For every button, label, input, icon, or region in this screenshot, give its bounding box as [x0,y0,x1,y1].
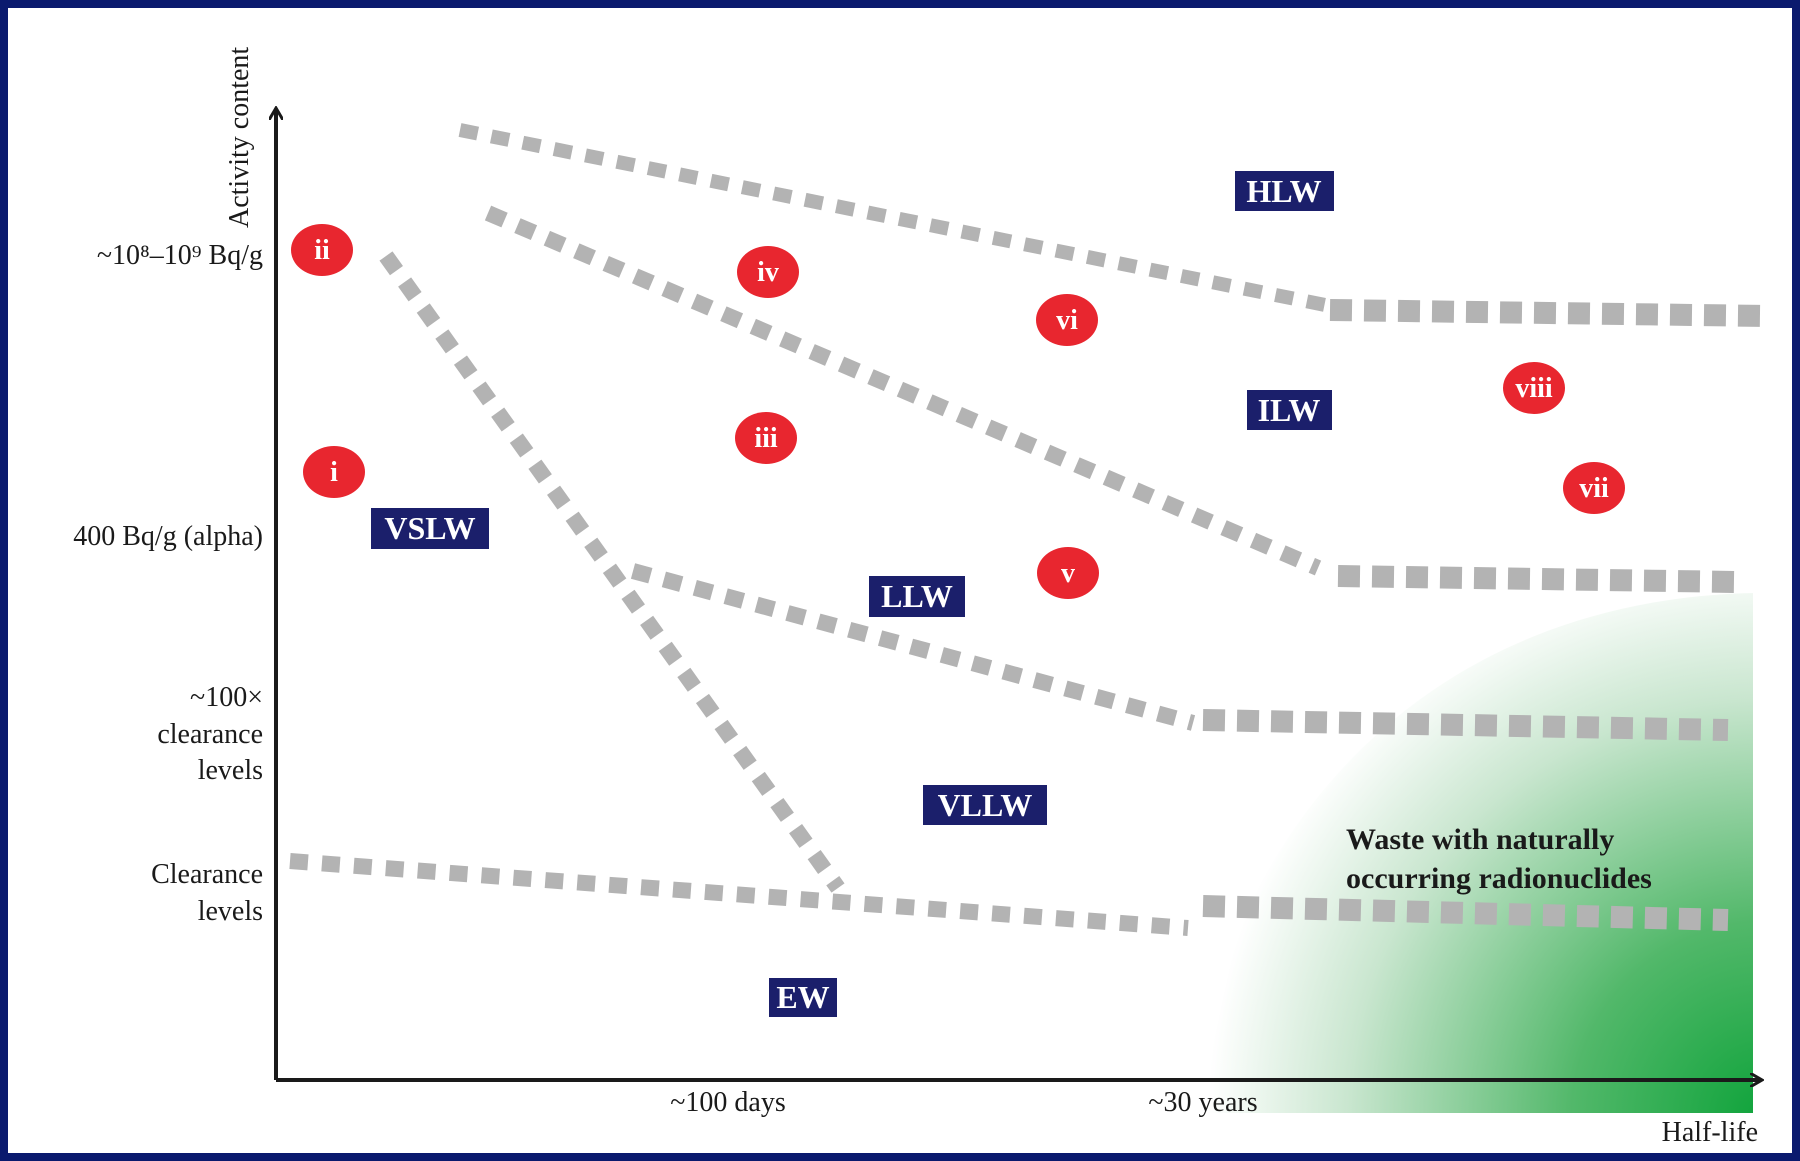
marker-vi: vi [1036,294,1098,346]
class-badge-ilw: ILW [1247,390,1332,430]
y-axis-title: Activity content [224,47,255,228]
natural-radionuclides-label-line1: Waste with naturally [1346,823,1614,856]
marker-viii: viii [1503,362,1565,414]
svg-text:EW: EW [776,979,829,1015]
svg-text:ii: ii [314,235,330,266]
y-tick-clearance-line2: levels [198,896,263,927]
marker-vii: vii [1563,462,1625,514]
y-tick-alpha: 400 Bq/g (alpha) [73,521,263,552]
clearance-boundary-sloped [289,853,1189,936]
marker-ii: ii [291,224,353,276]
clearance-boundary-flat [1202,895,1729,931]
boundary-lines [289,123,1769,936]
class-badge-hlw: HLW [1235,171,1334,211]
ilw-boundary-sloped [484,205,1322,576]
y-tick-activity-high: ~10⁸–10⁹ Bq/g [97,240,263,271]
svg-text:v: v [1061,558,1075,589]
y-tick-100x-clearance-line3: levels [198,755,263,786]
svg-text:HLW: HLW [1246,173,1321,209]
hlw-boundary-sloped [458,123,1332,313]
waste-classification-diagram: Activity content Half-life ~10⁸–10⁹ Bq/g… [73,47,1769,1148]
vslw-boundary [379,251,845,893]
y-tick-clearance-line1: Clearance [151,859,263,890]
marker-iv: iv [737,246,799,298]
svg-text:vii: vii [1579,473,1609,504]
llw-boundary-sloped [630,563,1196,731]
svg-text:VLLW: VLLW [938,787,1033,823]
x-tick-100-days: ~100 days [670,1087,785,1118]
x-tick-30-years: ~30 years [1148,1087,1257,1118]
axes [276,110,1760,1080]
hlw-boundary-flat [1329,299,1769,327]
y-tick-100x-clearance-line1: ~100× [190,682,263,713]
svg-text:ILW: ILW [1258,392,1321,428]
class-badge-vllw: VLLW [923,785,1047,825]
llw-boundary-flat [1202,709,1729,741]
x-axis-title: Half-life [1662,1117,1758,1148]
marker-i: i [303,446,365,498]
svg-text:i: i [330,457,338,488]
class-badge-ew: EW [769,978,837,1017]
svg-text:viii: viii [1515,373,1553,404]
marker-iii: iii [735,412,797,464]
svg-text:iv: iv [757,257,779,288]
svg-text:vi: vi [1056,305,1078,336]
svg-text:LLW: LLW [881,578,953,614]
svg-text:VSLW: VSLW [384,510,475,546]
class-badge-vslw: VSLW [371,508,489,549]
y-tick-100x-clearance-line2: clearance [157,719,263,750]
svg-text:iii: iii [754,423,778,454]
diagram-canvas: Activity content Half-life ~10⁸–10⁹ Bq/g… [8,8,1792,1153]
natural-radionuclides-label-line2: occurring radionuclides [1346,862,1652,895]
ilw-boundary-flat [1337,565,1739,593]
class-badge-llw: LLW [869,576,965,617]
marker-v: v [1037,547,1099,599]
